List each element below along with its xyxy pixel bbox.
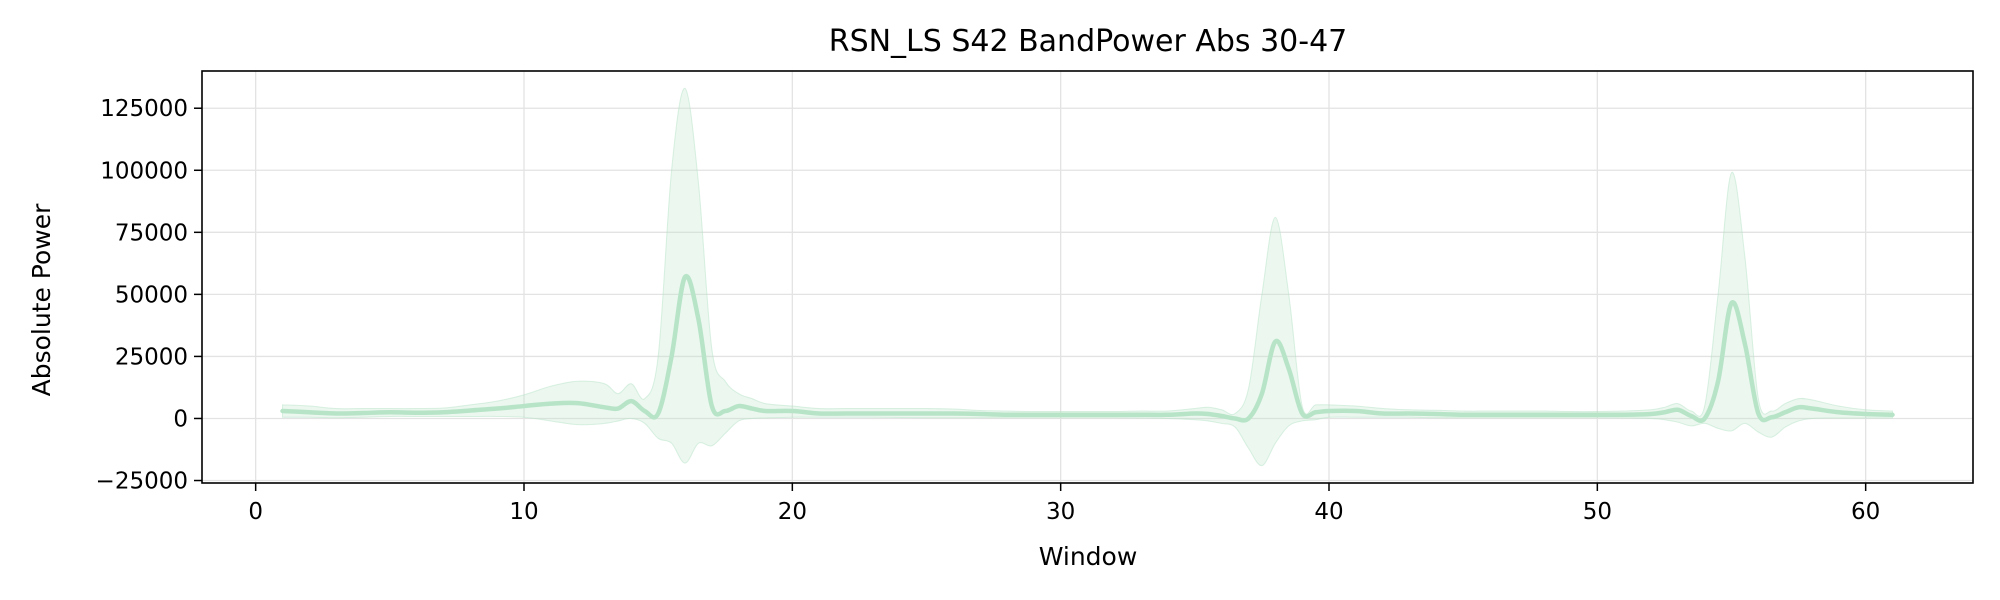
x-tick-label: 60 [1851,499,1880,525]
y-axis: −25000 0 25000 50000 75000 100000 125000 [96,96,202,495]
x-tick-label: 10 [509,499,538,525]
y-tick-label: 50000 [115,282,188,308]
y-tick-label: 75000 [115,220,188,246]
y-tick-label: 125000 [100,96,188,122]
y-axis-label: Absolute Power [27,203,56,397]
series-layer [280,273,1895,423]
y-tick-label: 25000 [115,344,188,370]
series-0-mean-line [280,273,1895,423]
chart-title: RSN_LS S42 BandPower Abs 30-47 [829,24,1348,59]
x-tick-label: 50 [1583,499,1612,525]
y-tick-label: −25000 [96,469,188,495]
x-tick-label: 40 [1314,499,1343,525]
x-tick-label: 0 [248,499,263,525]
x-tick-label: 30 [1046,499,1075,525]
gridlines [202,71,1973,483]
x-axis-label: Window [1039,542,1138,571]
x-axis: 0 10 20 30 40 50 60 [248,483,1880,525]
y-tick-label: 0 [173,406,188,432]
plot-frame [201,70,1974,484]
series-0-confidence-band [282,87,1893,467]
y-tick-label: 100000 [100,158,188,184]
x-tick-label: 20 [778,499,807,525]
band-layer [282,87,1893,467]
